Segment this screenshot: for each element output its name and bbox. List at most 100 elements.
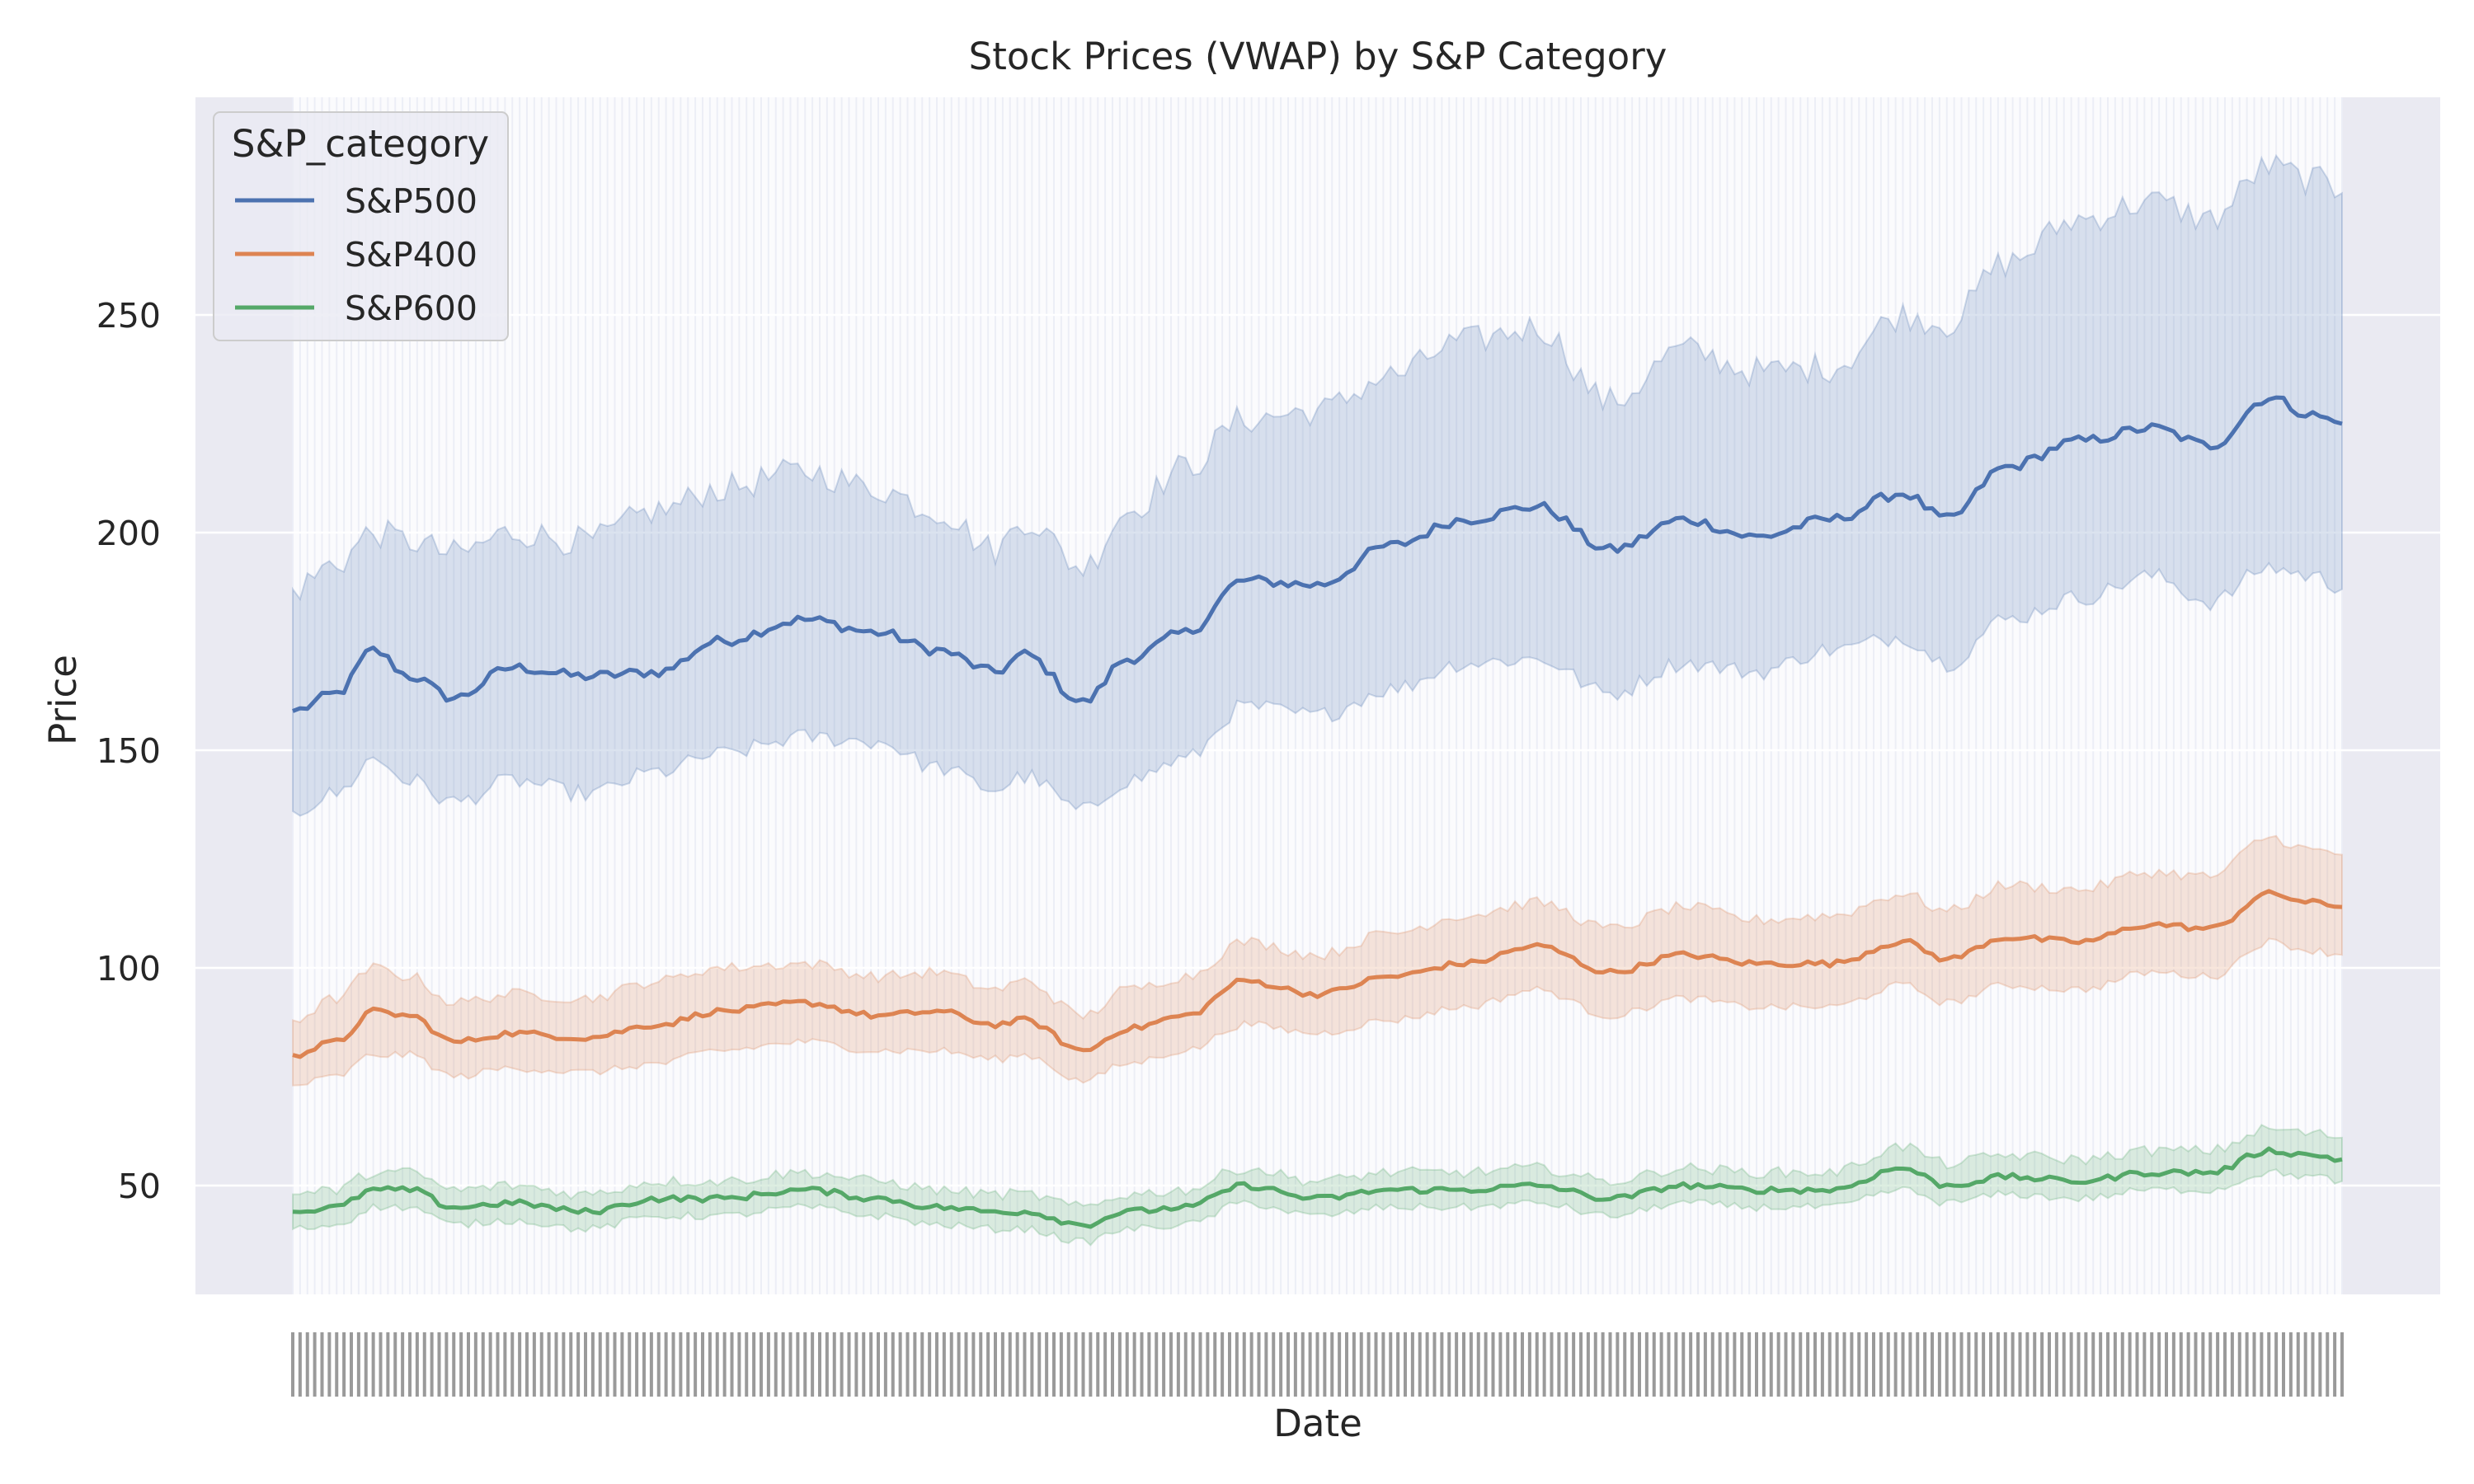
legend-title: S&P_category: [232, 122, 489, 166]
x-tick-label: [2018, 1332, 2022, 1397]
x-tick-label: [1937, 1332, 1941, 1397]
x-tick-label: [1476, 1332, 1480, 1397]
x-tick-label: [840, 1332, 844, 1397]
x-tick-label: [986, 1332, 990, 1397]
x-tick-label: [1630, 1332, 1634, 1397]
x-tick-label: [1132, 1332, 1136, 1397]
x-tick-label: [694, 1332, 698, 1397]
x-tick-label: [1572, 1332, 1576, 1397]
x-tick-label: [847, 1332, 851, 1397]
x-tick-label: [1491, 1332, 1495, 1397]
x-tick-label: [825, 1332, 829, 1397]
x-tick-label: [891, 1332, 895, 1397]
x-tick-label: [883, 1332, 887, 1397]
x-tick-label: [1272, 1332, 1276, 1397]
x-tick-label: [649, 1332, 653, 1397]
y-tick-label: 150: [96, 731, 161, 771]
x-tick-label: [1820, 1332, 1824, 1397]
x-tick-label: [2025, 1332, 2030, 1397]
x-tick-label: [1352, 1332, 1356, 1397]
x-tick-label: [1674, 1332, 1678, 1397]
x-tick-label: [1996, 1332, 2000, 1397]
x-tick-label: [1045, 1332, 1049, 1397]
x-tick-label: [1557, 1332, 1561, 1397]
x-tick-label: [1000, 1332, 1004, 1397]
x-tick-label: [1052, 1332, 1056, 1397]
x-tick-label: [2179, 1332, 2183, 1397]
x-tick-label: [905, 1332, 910, 1397]
x-tick-label: [1850, 1332, 1854, 1397]
x-tick-label: [356, 1332, 360, 1397]
x-tick-label: [1696, 1332, 1700, 1397]
x-tick-label: [1959, 1332, 1964, 1397]
x-tick-label: [1967, 1332, 1971, 1397]
x-tick-label: [1644, 1332, 1649, 1397]
x-tick-label: [2333, 1332, 2337, 1397]
x-tick-label: [298, 1332, 302, 1397]
x-tick-label: [781, 1332, 785, 1397]
x-tick-label: [642, 1332, 646, 1397]
x-tick-label: [379, 1332, 383, 1397]
legend-label: S&P400: [345, 235, 477, 275]
x-tick-label: [957, 1332, 961, 1397]
x-tick-label: [1616, 1332, 1620, 1397]
legend-label: S&P500: [345, 181, 477, 221]
x-tick-label: [510, 1332, 515, 1397]
x-tick-label: [949, 1332, 953, 1397]
x-tick-label: [1498, 1332, 1503, 1397]
x-tick-label: [1638, 1332, 1641, 1397]
x-tick-label: [1806, 1332, 1810, 1397]
x-tick-label: [1279, 1332, 1283, 1397]
x-tick-label: [752, 1332, 756, 1397]
x-tick-label: [1872, 1332, 1875, 1397]
x-tick-label: [1374, 1332, 1378, 1397]
x-tick-label: [1308, 1332, 1312, 1397]
x-tick-label: [2099, 1332, 2103, 1397]
x-tick-label: [1886, 1332, 1890, 1397]
x-tick-label: [1784, 1332, 1788, 1397]
x-tick-label: [1506, 1332, 1510, 1397]
series-line-S&P400: [292, 889, 2343, 1059]
x-tick-label: [620, 1332, 624, 1397]
x-tick-label: [2128, 1332, 2132, 1397]
x-tick-label: [2084, 1332, 2088, 1397]
x-tick-label: [1893, 1332, 1898, 1397]
x-tick-label: [1074, 1332, 1078, 1397]
x-tick-label: [1550, 1332, 1554, 1397]
x-tick-label: [2194, 1332, 2198, 1397]
x-tick-labels: [291, 1332, 2344, 1397]
x-axis-label: Date: [1273, 1402, 1362, 1445]
x-tick-label: [2157, 1332, 2161, 1397]
y-tick-label: 50: [118, 1167, 161, 1206]
x-tick-label: [1799, 1332, 1803, 1397]
x-tick-label: [364, 1332, 368, 1397]
x-tick-label: [1366, 1332, 1371, 1397]
x-tick-label: [628, 1332, 632, 1397]
x-tick-label: [928, 1332, 932, 1397]
x-tick-label: [1652, 1332, 1656, 1397]
x-tick-label: [525, 1332, 529, 1397]
x-tick-label: [671, 1332, 675, 1397]
x-tick-label: [2040, 1332, 2044, 1397]
x-tick-label: [467, 1332, 470, 1397]
x-tick-label: [532, 1332, 536, 1397]
x-tick-label: [1857, 1332, 1861, 1397]
x-tick-label: [2048, 1332, 2051, 1397]
x-tick-label: [1089, 1332, 1093, 1397]
x-tick-label: [473, 1332, 477, 1397]
x-tick-label: [327, 1332, 332, 1397]
x-tick-label: [430, 1332, 434, 1397]
x-tick-label: [964, 1332, 968, 1397]
x-tick-label: [401, 1332, 405, 1397]
x-tick-label: [1213, 1332, 1217, 1397]
x-tick-label: [539, 1332, 543, 1397]
x-tick-label: [386, 1332, 390, 1397]
confidence-band-S&P500: [292, 153, 2343, 817]
y-tick-label: 200: [96, 514, 161, 553]
x-tick-label: [2011, 1332, 2015, 1397]
x-tick-label: [796, 1332, 800, 1397]
x-tick-label: [320, 1332, 324, 1397]
x-tick-label: [1183, 1332, 1188, 1397]
y-tick-label: 100: [96, 949, 161, 989]
x-tick-label: [452, 1332, 456, 1397]
